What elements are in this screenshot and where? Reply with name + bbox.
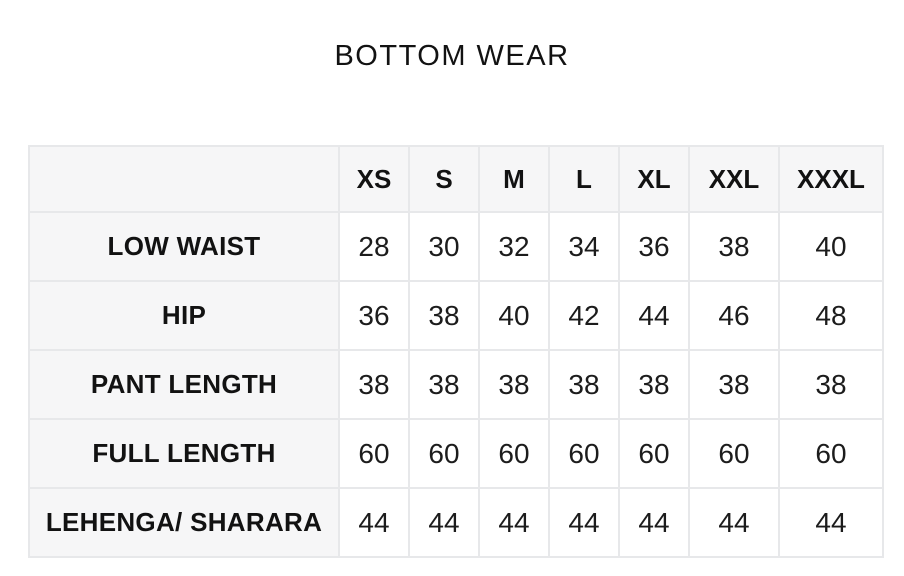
column-header-l: L [548, 145, 620, 213]
size-value-cell: 30 [408, 211, 480, 282]
size-value-cell: 36 [338, 280, 410, 351]
table-row: LEHENGA/ SHARARA 44 44 44 44 44 44 44 [28, 487, 884, 558]
size-value-cell: 38 [408, 280, 480, 351]
table-row: PANT LENGTH 38 38 38 38 38 38 38 [28, 349, 884, 420]
table-row: FULL LENGTH 60 60 60 60 60 60 60 [28, 418, 884, 489]
size-value-cell: 32 [478, 211, 550, 282]
size-value-cell: 38 [408, 349, 480, 420]
size-value-cell: 38 [778, 349, 884, 420]
size-value-cell: 36 [618, 211, 690, 282]
size-value-cell: 40 [778, 211, 884, 282]
column-header-xxxl: XXXL [778, 145, 884, 213]
size-value-cell: 44 [478, 487, 550, 558]
size-value-cell: 60 [338, 418, 410, 489]
size-value-cell: 48 [778, 280, 884, 351]
size-value-cell: 60 [478, 418, 550, 489]
header-row: XS S M L XL XXL XXXL [28, 145, 884, 213]
size-value-cell: 60 [778, 418, 884, 489]
size-value-cell: 28 [338, 211, 410, 282]
column-header-s: S [408, 145, 480, 213]
row-label: PANT LENGTH [28, 349, 340, 420]
size-value-cell: 38 [548, 349, 620, 420]
size-value-cell: 46 [688, 280, 780, 351]
column-header-xxl: XXL [688, 145, 780, 213]
size-value-cell: 44 [408, 487, 480, 558]
size-value-cell: 60 [408, 418, 480, 489]
size-value-cell: 38 [618, 349, 690, 420]
size-value-cell: 34 [548, 211, 620, 282]
size-value-cell: 40 [478, 280, 550, 351]
column-header-m: M [478, 145, 550, 213]
size-value-cell: 44 [338, 487, 410, 558]
table-body: LOW WAIST 28 30 32 34 36 38 40 HIP 36 38 40 42 44 46 48… [28, 211, 884, 558]
size-value-cell: 60 [618, 418, 690, 489]
table-row: LOW WAIST 28 30 32 34 36 38 40 [28, 211, 884, 282]
size-chart-table: XS S M L XL XXL XXXL LOW WAIST 28 30 32 34 36 38 40 HI… [28, 145, 884, 558]
size-value-cell: 44 [688, 487, 780, 558]
corner-cell [28, 145, 340, 213]
column-header-xs: XS [338, 145, 410, 213]
size-value-cell: 38 [688, 349, 780, 420]
column-header-xl: XL [618, 145, 690, 213]
size-value-cell: 60 [688, 418, 780, 489]
size-value-cell: 60 [548, 418, 620, 489]
size-value-cell: 44 [618, 487, 690, 558]
size-value-cell: 42 [548, 280, 620, 351]
row-label: LEHENGA/ SHARARA [28, 487, 340, 558]
size-value-cell: 38 [688, 211, 780, 282]
page-title: BOTTOM WEAR [334, 40, 570, 72]
size-value-cell: 44 [548, 487, 620, 558]
row-label: FULL LENGTH [28, 418, 340, 489]
row-label: LOW WAIST [28, 211, 340, 282]
size-value-cell: 44 [778, 487, 884, 558]
size-value-cell: 38 [478, 349, 550, 420]
size-value-cell: 44 [618, 280, 690, 351]
row-label: HIP [28, 280, 340, 351]
table-row: HIP 36 38 40 42 44 46 48 [28, 280, 884, 351]
size-value-cell: 38 [338, 349, 410, 420]
